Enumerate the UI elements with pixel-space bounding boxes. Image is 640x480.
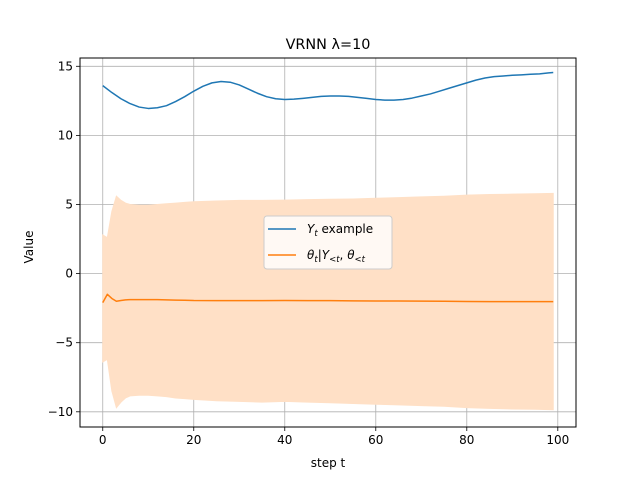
legend-theta-comma: , <box>340 248 348 262</box>
legend-y-main: Y <box>307 222 316 236</box>
x-tick-label: 40 <box>277 433 292 447</box>
series-line <box>102 293 554 303</box>
x-axis-label: step t <box>311 456 346 470</box>
x-tick-label: 0 <box>99 433 107 447</box>
x-tick-label: 60 <box>368 433 383 447</box>
legend-theta-bar: | <box>318 248 322 262</box>
ticks: 0 20 40 60 80 100 −10 −5 0 5 10 15 <box>48 59 570 447</box>
series-line <box>102 71 554 110</box>
y-tick-label: 5 <box>65 197 73 211</box>
legend-y-sub: t <box>314 229 318 239</box>
legend-label-theta: θt|Y<t, θ<t <box>307 248 366 265</box>
legend-theta-sub: t <box>314 255 318 265</box>
legend-theta-y: Y <box>322 248 331 262</box>
y-tick-label: −5 <box>55 336 73 350</box>
y-tick-label: 15 <box>58 59 73 73</box>
legend-theta-main2: θ <box>347 248 355 262</box>
uncertainty-band <box>102 192 554 411</box>
legend-theta-main: θ <box>307 248 315 262</box>
confidence-band <box>102 192 554 411</box>
series-lines <box>102 71 554 303</box>
plot-frame <box>79 57 577 428</box>
y-tick-label: −10 <box>48 405 73 419</box>
y-tick-label: 0 <box>65 267 73 281</box>
legend-theta-sub3: <t <box>355 255 366 265</box>
legend-theta-sub2: <t <box>329 255 340 265</box>
x-tick-label: 80 <box>459 433 474 447</box>
x-tick-label: 100 <box>546 433 569 447</box>
chart-title: VRNN λ=10 <box>286 37 371 53</box>
legend: Yt example θt|Y<t, θ<t <box>263 215 393 270</box>
legend-y-rest: example <box>318 222 373 236</box>
x-tick-label: 20 <box>186 433 201 447</box>
y-axis-label: Value <box>22 231 36 264</box>
legend-label-y: Yt example <box>307 222 373 239</box>
y-tick-label: 10 <box>58 128 73 142</box>
